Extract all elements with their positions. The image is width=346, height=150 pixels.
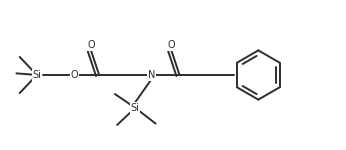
- Text: Si: Si: [33, 70, 41, 80]
- Text: Si: Si: [131, 103, 140, 113]
- Text: O: O: [87, 40, 95, 50]
- Text: O: O: [71, 70, 78, 80]
- Text: N: N: [148, 70, 155, 80]
- Text: O: O: [167, 40, 175, 50]
